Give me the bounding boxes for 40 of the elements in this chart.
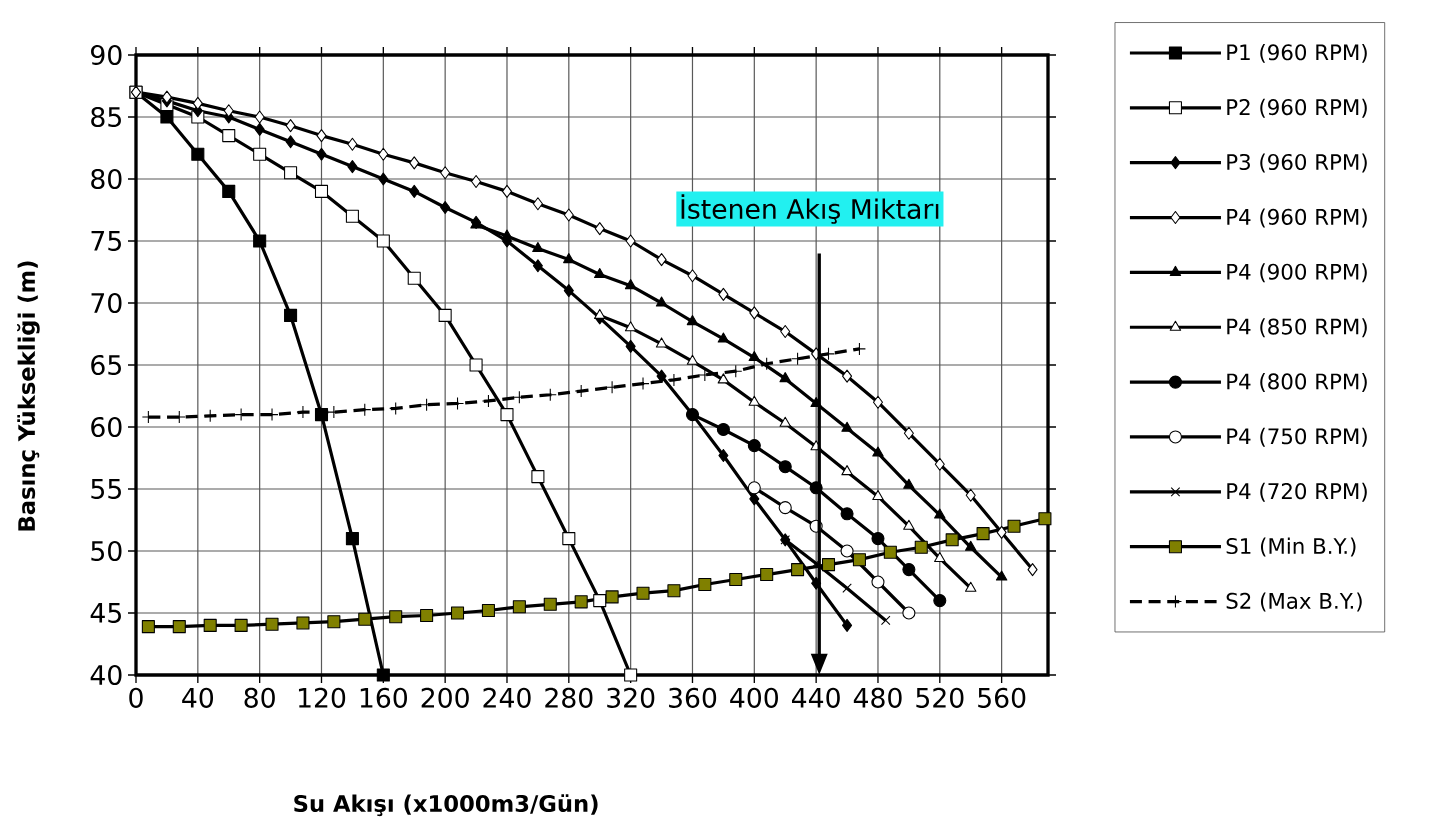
y-tick-label: 85 [91,106,121,128]
legend-label: P4 (960 RPM) [1227,208,1367,228]
y-tick-label: 75 [91,231,121,251]
x-tick-label: 80 [244,687,275,708]
x-tick-label: 280 [545,687,593,708]
legend-label: P4 (900 RPM) [1227,263,1367,283]
y-tick-label: 65 [91,354,121,376]
x-axis-title: Su Akışı (x1000m3/Gün) [294,794,598,817]
x-tick-label: 160 [360,687,407,708]
legend-label: P2 (960 RPM) [1227,98,1367,118]
y-axis-title: Basınç Yüksekliği (m) [17,261,40,531]
x-tick-label: 440 [791,687,840,708]
ref-line-label: İstenen Akış Miktarı [681,194,939,224]
x-tick-label: 240 [483,687,531,708]
x-tick-label: 480 [853,687,902,708]
legend-label: P3 (960 RPM) [1227,153,1367,173]
y-tick-label: 70 [91,292,122,314]
legend-label: P4 (720 RPM) [1227,482,1367,502]
y-tick-label: 55 [91,479,121,499]
y-tick-label: 80 [91,168,122,190]
x-tick-label: 320 [607,687,655,708]
y-tick-label: 50 [91,540,122,562]
x-tick-label: 520 [916,687,964,708]
legend-label: P4 (750 RPM) [1227,427,1367,447]
x-tick-label: 40 [182,687,214,708]
x-tick-label: 360 [669,687,717,708]
x-tick-label: 560 [978,687,1026,708]
x-tick-label: 200 [421,687,469,708]
legend-label: S2 (Max B.Y.) [1226,592,1362,612]
legend-label: P4 (850 RPM) [1227,318,1367,338]
legend-label: S1 (Min B.Y.) [1226,537,1356,557]
x-tick-label: 120 [298,687,346,708]
legend-label: P1 (960 RPM) [1227,43,1367,63]
y-tick-label: 45 [90,603,121,623]
y-tick-label: 90 [91,44,122,66]
y-tick-label: 60 [91,416,122,438]
x-tick-label: 400 [730,687,778,708]
legend-label: P4 (800 RPM) [1227,373,1367,392]
y-tick-label: 40 [90,664,122,686]
x-tick-label: 0 [129,687,143,708]
